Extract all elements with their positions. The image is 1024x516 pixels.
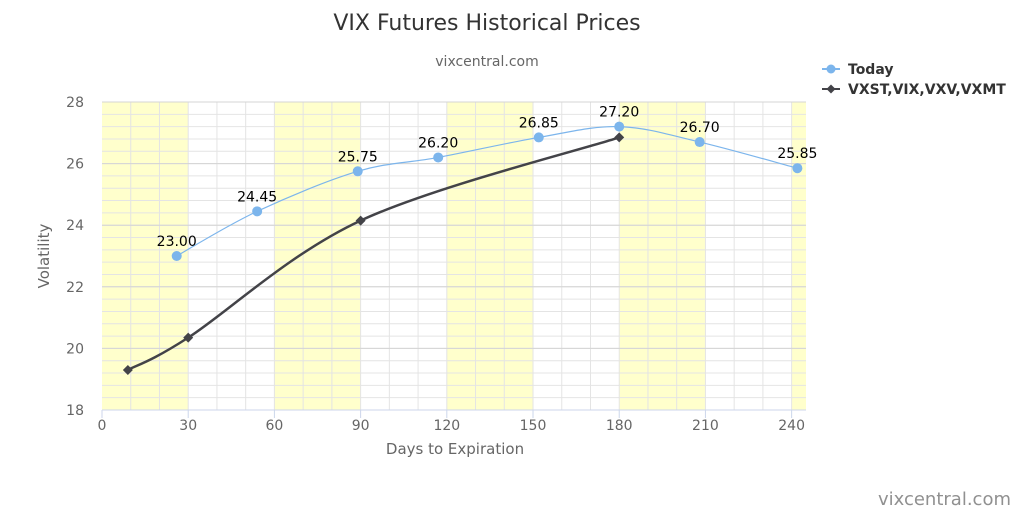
data-point[interactable] <box>122 364 133 375</box>
shaded-band <box>791 102 806 410</box>
shaded-band <box>274 102 361 410</box>
data-labels: 23.00 24.45 25.75 26.20 26.85 27.20 26.70 25.85 <box>157 105 818 250</box>
x-tick-label: 30 <box>179 418 197 434</box>
x-tick-label: 120 <box>433 418 460 434</box>
legend: Today VXST,VIX,VXV,VXMT <box>822 62 1006 98</box>
legend-item-label[interactable]: Today <box>848 62 893 78</box>
chart-subtitle: vixcentral.com <box>435 54 538 70</box>
data-label: 26.85 <box>519 115 559 131</box>
data-label: 26.70 <box>680 120 720 136</box>
series-line <box>127 136 620 372</box>
y-tick-label: 18 <box>66 403 84 419</box>
y-tick-label: 28 <box>66 95 84 111</box>
shaded-band <box>446 102 534 410</box>
x-tick-label: 60 <box>265 418 283 434</box>
y-tick-label: 24 <box>66 218 84 234</box>
data-point[interactable] <box>614 132 625 143</box>
shaded-bands <box>102 102 806 410</box>
data-label: 26.20 <box>418 135 458 151</box>
legend-marker[interactable] <box>826 64 836 74</box>
data-label: 23.00 <box>157 234 197 250</box>
shaded-band <box>619 102 706 410</box>
x-tick-label: 180 <box>606 418 633 434</box>
chart-title: VIX Futures Historical Prices <box>333 11 640 36</box>
data-point[interactable] <box>355 215 366 226</box>
y-axis-title: Volatility <box>35 223 53 288</box>
data-point[interactable] <box>352 166 363 177</box>
x-tick-label: 240 <box>778 418 805 434</box>
data-label: 24.45 <box>237 189 277 205</box>
data-point[interactable] <box>533 132 544 143</box>
legend-marker[interactable] <box>826 84 836 94</box>
data-point[interactable] <box>171 251 182 261</box>
data-point[interactable] <box>694 137 705 148</box>
y-tick-label: 20 <box>66 341 84 357</box>
credit-text: vixcentral.com <box>878 489 1011 510</box>
data-label: 25.75 <box>338 149 378 165</box>
y-tick-label: 26 <box>66 157 84 173</box>
y-tick-label: 22 <box>66 280 84 296</box>
data-label: 25.85 <box>777 146 817 162</box>
axes: 0 30 60 90 120 150 180 210 240 18 20 22 24 26 28 <box>66 95 806 434</box>
x-tick-label: 90 <box>352 418 370 434</box>
data-point[interactable] <box>183 332 194 343</box>
data-point[interactable] <box>252 206 263 217</box>
data-point[interactable] <box>433 152 444 163</box>
x-tick-label: 150 <box>520 418 547 434</box>
data-label: 27.20 <box>599 105 639 121</box>
legend-item-label[interactable]: VXST,VIX,VXV,VXMT <box>848 82 1006 98</box>
x-tick-label: 0 <box>98 418 107 434</box>
x-axis-title: Days to Expiration <box>386 440 524 458</box>
data-point[interactable] <box>614 121 625 132</box>
data-point[interactable] <box>792 163 803 174</box>
x-tick-label: 210 <box>692 418 719 434</box>
series-layer <box>122 121 803 375</box>
